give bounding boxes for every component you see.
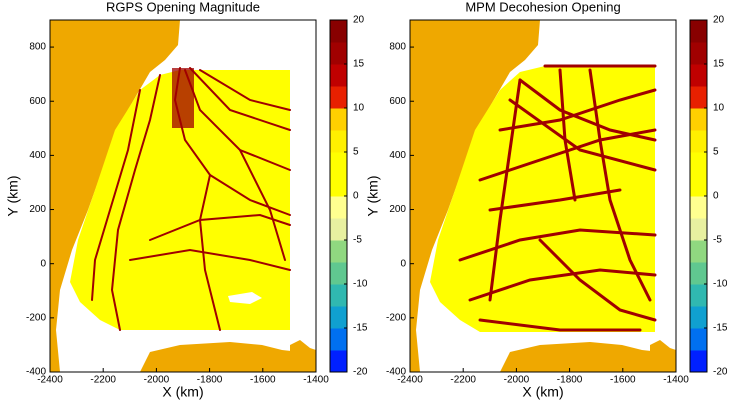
- colorbar-tick-label: 15: [353, 59, 365, 70]
- colorbar-segment: [330, 174, 347, 197]
- colorbar-segment: [330, 218, 347, 241]
- colorbar-segment: [330, 284, 347, 307]
- colorbar-segment: [330, 196, 347, 219]
- colorbar-tick-label: 10: [713, 103, 725, 114]
- colorbar-segment: [690, 174, 707, 197]
- colorbar-segment: [330, 108, 347, 131]
- x-tick-label: -1600: [610, 375, 636, 386]
- colorbar-tick-label: 15: [713, 59, 725, 70]
- x-tick-label: -2400: [37, 375, 63, 386]
- y-tick-label: 600: [389, 96, 406, 107]
- colorbar-segment: [690, 108, 707, 131]
- colorbar-segment: [690, 306, 707, 329]
- x-tick-label: -1400: [303, 375, 329, 386]
- y-tick-label: 800: [389, 42, 406, 53]
- colorbar-tick-label: 0: [713, 191, 719, 202]
- y-tick-label: -200: [386, 312, 406, 323]
- x-tick-label: -1800: [557, 375, 583, 386]
- y-tick-label: -200: [26, 312, 46, 323]
- map: [50, 20, 316, 372]
- colorbar-segment: [690, 42, 707, 65]
- colorbar-tick-label: -20: [353, 367, 368, 378]
- colorbar-tick-label: -5: [713, 235, 722, 246]
- map: [410, 20, 676, 372]
- y-tick-label: -400: [26, 367, 46, 378]
- colorbar-segment: [690, 86, 707, 109]
- y-tick-label: -400: [386, 367, 406, 378]
- x-tick-label: -2000: [504, 375, 530, 386]
- colorbar-segment: [690, 130, 707, 153]
- colorbar-segment: [330, 20, 347, 43]
- x-tick-label: -1800: [197, 375, 223, 386]
- x-tick-label: -2000: [144, 375, 170, 386]
- colorbar-segment: [690, 218, 707, 241]
- colorbar-tick-label: 5: [713, 147, 719, 158]
- colorbar-tick-label: -15: [713, 323, 728, 334]
- y-tick-label: 400: [29, 150, 46, 161]
- y-tick-label: 400: [389, 150, 406, 161]
- colorbar-segment: [690, 328, 707, 351]
- y-axis-label: Y (km): [365, 176, 381, 217]
- colorbar-tick-label: 5: [353, 147, 359, 158]
- colorbar-tick-label: -10: [353, 279, 368, 290]
- colorbar-segment: [330, 306, 347, 329]
- colorbar-segment: [330, 350, 347, 373]
- x-tick-label: -1400: [663, 375, 689, 386]
- colorbar-segment: [330, 130, 347, 153]
- x-tick-label: -2400: [397, 375, 423, 386]
- axes-frame: [409, 19, 677, 373]
- colorbar-segment: [690, 64, 707, 87]
- chart-title: MPM Decohesion Opening: [465, 0, 620, 14]
- colorbar-segment: [330, 64, 347, 87]
- y-tick-label: 800: [29, 42, 46, 53]
- colorbar-segment: [330, 152, 347, 175]
- axes-frame: [49, 19, 317, 373]
- colorbar-segment: [690, 20, 707, 43]
- y-tick-label: 200: [389, 204, 406, 215]
- colorbar-segment: [690, 284, 707, 307]
- colorbar-segment: [690, 350, 707, 373]
- colorbar-tick-label: 20: [713, 15, 725, 26]
- colorbar-tick-label: -20: [713, 367, 728, 378]
- colorbar-segment: [690, 262, 707, 285]
- colorbar-tick-label: -5: [353, 235, 362, 246]
- colorbar-tick-label: 10: [353, 103, 365, 114]
- colorbar-segment: [330, 262, 347, 285]
- x-tick-label: -2200: [90, 375, 116, 386]
- x-tick-label: -1600: [250, 375, 276, 386]
- colorbar-segment: [690, 152, 707, 175]
- colorbar-tick-label: 0: [353, 191, 359, 202]
- colorbar-segment: [330, 42, 347, 65]
- x-axis-label: X (km): [162, 384, 203, 400]
- y-tick-label: 600: [29, 96, 46, 107]
- colorbar-tick-label: -15: [353, 323, 368, 334]
- colorbar-segment: [690, 240, 707, 263]
- colorbar-tick-label: 20: [353, 15, 365, 26]
- chart-title: RGPS Opening Magnitude: [106, 0, 260, 14]
- x-axis-label: X (km): [522, 384, 563, 400]
- y-tick-label: 200: [29, 204, 46, 215]
- colorbar-segment: [330, 328, 347, 351]
- colorbar-tick-label: -10: [713, 279, 728, 290]
- y-axis-label: Y (km): [5, 176, 21, 217]
- colorbar-segment: [690, 196, 707, 219]
- colorbar-segment: [330, 86, 347, 109]
- y-tick-label: 0: [40, 258, 46, 269]
- x-tick-label: -2200: [450, 375, 476, 386]
- y-tick-label: 0: [400, 258, 406, 269]
- colorbar-segment: [330, 240, 347, 263]
